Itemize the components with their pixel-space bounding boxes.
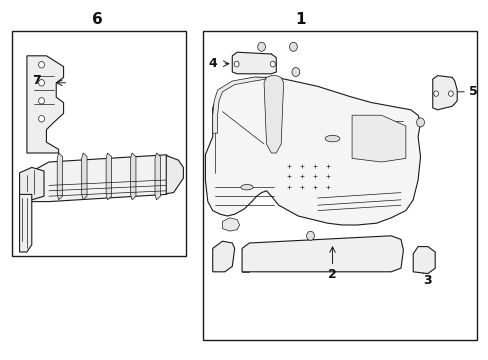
Bar [203,31,476,340]
Polygon shape [27,56,63,153]
Polygon shape [20,155,181,202]
Polygon shape [242,266,249,272]
Polygon shape [81,153,87,200]
Polygon shape [432,76,456,110]
Ellipse shape [240,185,253,190]
Ellipse shape [234,61,239,67]
Text: 2: 2 [327,268,336,281]
Text: 5: 5 [468,85,477,98]
Polygon shape [412,247,434,274]
Bar [12,31,185,256]
Ellipse shape [291,68,299,77]
Text: 6: 6 [92,12,103,27]
Ellipse shape [325,135,339,142]
Polygon shape [222,218,239,231]
Text: 4: 4 [208,57,217,70]
Polygon shape [166,156,183,194]
Ellipse shape [39,116,44,122]
Polygon shape [20,194,32,252]
Ellipse shape [270,61,275,67]
Ellipse shape [433,91,438,96]
Ellipse shape [416,118,424,127]
Polygon shape [106,153,111,200]
Ellipse shape [39,80,44,86]
Polygon shape [57,153,62,200]
Polygon shape [155,153,160,200]
Ellipse shape [257,42,265,51]
Text: 1: 1 [295,12,305,27]
Polygon shape [20,167,44,200]
Ellipse shape [39,62,44,68]
Polygon shape [212,77,265,133]
Text: 7: 7 [32,75,41,87]
Ellipse shape [39,98,44,104]
Ellipse shape [289,42,297,51]
Polygon shape [130,153,136,200]
Ellipse shape [306,231,314,240]
Polygon shape [242,236,403,272]
Polygon shape [205,77,420,225]
Polygon shape [264,76,283,153]
Text: 3: 3 [423,274,431,287]
Ellipse shape [447,91,452,96]
Polygon shape [351,115,405,162]
Polygon shape [212,241,234,272]
Polygon shape [232,52,276,74]
